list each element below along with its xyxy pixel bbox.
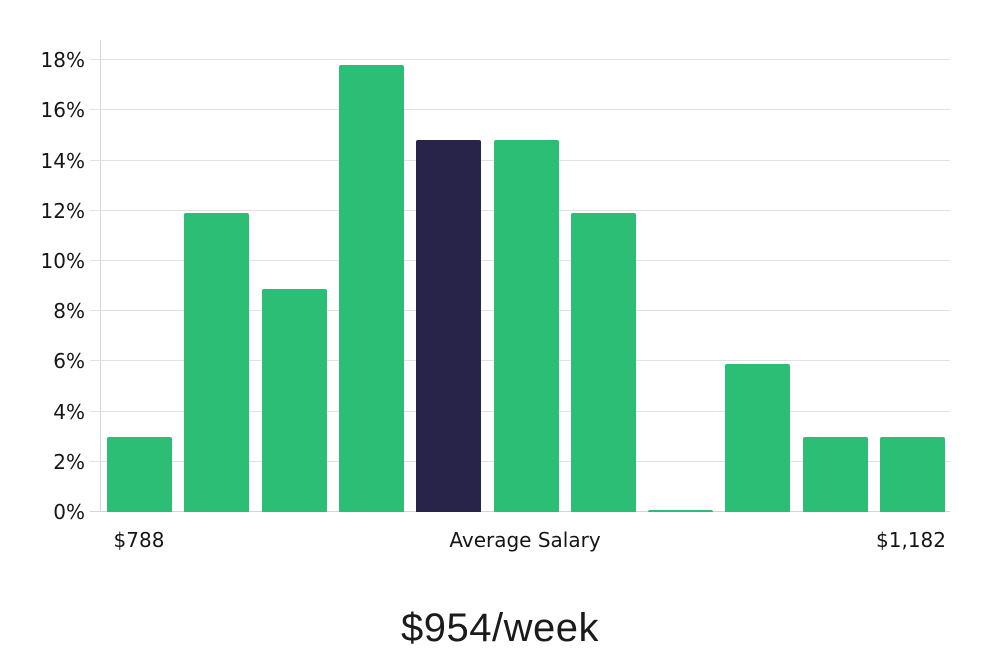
histogram-bar — [493, 140, 559, 512]
y-tick-label: 4% — [53, 399, 85, 424]
y-tick-label: 8% — [53, 299, 85, 324]
x-label-max-salary: $1,182 — [876, 528, 946, 552]
gridline — [90, 109, 950, 111]
y-tick-label: 0% — [53, 500, 85, 524]
histogram-bar — [184, 213, 250, 512]
y-tick-label: 6% — [53, 349, 85, 374]
histogram-bar-average — [416, 140, 482, 512]
histogram-bar — [570, 213, 636, 512]
y-tick-label: 12% — [40, 198, 85, 223]
y-tick-label: 10% — [40, 248, 85, 273]
histogram-bar — [648, 509, 714, 512]
histogram-bar — [261, 288, 327, 512]
x-label-average-salary: Average Salary — [449, 528, 601, 552]
histogram-bar — [879, 436, 945, 512]
x-label-min-salary: $788 — [113, 528, 165, 552]
average-weekly-salary-caption: $954/week — [401, 606, 599, 650]
plot-area — [90, 40, 950, 512]
gridline — [90, 59, 950, 61]
y-tick-label: 14% — [40, 148, 85, 173]
histogram-bar — [802, 436, 868, 512]
bars-layer — [101, 40, 950, 512]
y-tick-label: 16% — [40, 98, 85, 123]
histogram-bar — [107, 436, 173, 512]
histogram-bar — [338, 65, 404, 512]
y-tick-label: 18% — [40, 48, 85, 73]
y-tick-label: 2% — [53, 449, 85, 474]
histogram-bar — [725, 363, 791, 512]
x-axis: $788 Average Salary $1,182 — [0, 527, 1000, 557]
y-axis: 0% 2% 4% 6% 8% 10% 12% 14% 16% 18% — [0, 40, 85, 524]
